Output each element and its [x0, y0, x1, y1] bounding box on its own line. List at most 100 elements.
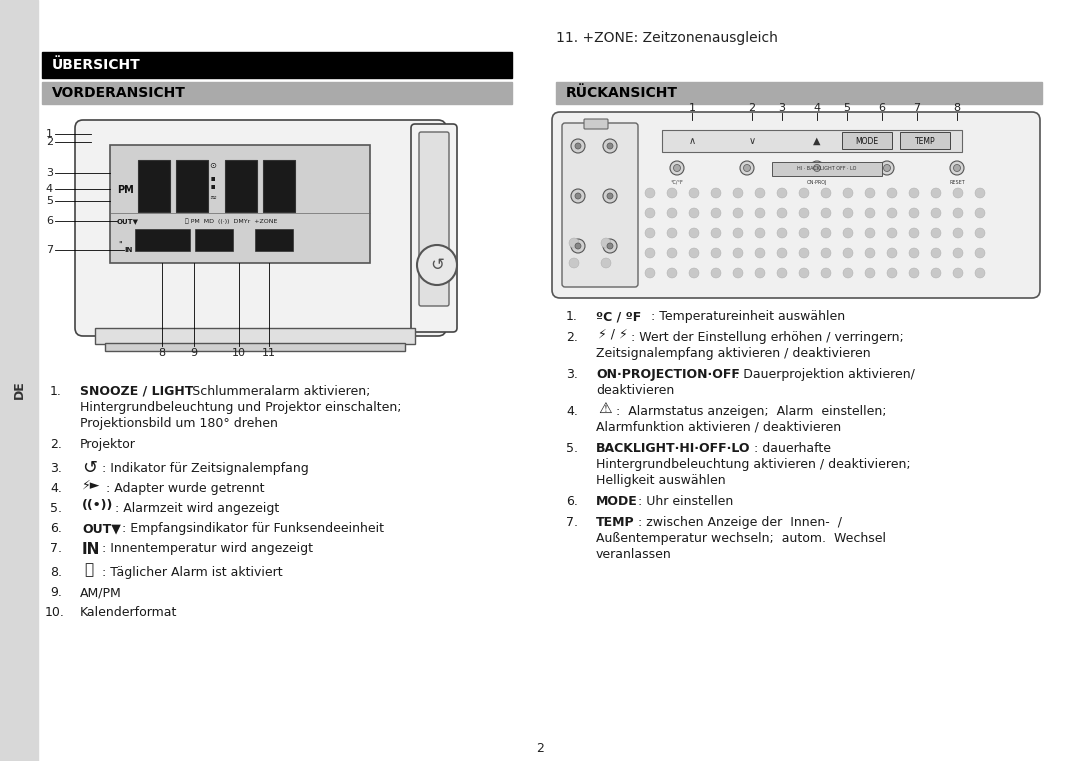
Circle shape	[975, 188, 985, 198]
Circle shape	[931, 268, 941, 278]
Circle shape	[603, 239, 617, 253]
Text: 10.: 10.	[45, 606, 65, 619]
Circle shape	[810, 161, 824, 175]
Text: 3.: 3.	[50, 462, 62, 475]
Text: RÜCKANSICHT: RÜCKANSICHT	[566, 86, 678, 100]
Bar	[0, 0, 38, 761]
Text: : Adapter wurde getrennt: : Adapter wurde getrennt	[106, 482, 265, 495]
Bar	[662, 130, 962, 152]
Circle shape	[600, 238, 611, 248]
Text: -188.8°: -188.8°	[146, 235, 178, 244]
Circle shape	[865, 248, 875, 258]
Circle shape	[733, 248, 743, 258]
Circle shape	[887, 248, 897, 258]
Text: ((•)): ((•))	[82, 498, 113, 511]
Text: 1.: 1.	[566, 310, 578, 323]
Circle shape	[821, 268, 831, 278]
Text: 1: 1	[689, 103, 696, 113]
Circle shape	[417, 245, 457, 285]
Text: SNOOZE / LIGHT: SNOOZE / LIGHT	[80, 385, 193, 398]
Circle shape	[975, 248, 985, 258]
Circle shape	[843, 268, 853, 278]
Circle shape	[865, 208, 875, 218]
Text: : Empfangsindikator für Funksendeeinheit: : Empfangsindikator für Funksendeeinheit	[122, 522, 384, 535]
Text: OUT▼: OUT▼	[82, 522, 121, 535]
Circle shape	[843, 188, 853, 198]
Circle shape	[865, 228, 875, 238]
Text: :  Schlummeralarm aktivieren;: : Schlummeralarm aktivieren;	[180, 385, 370, 398]
Text: 2: 2	[536, 741, 544, 754]
Circle shape	[755, 248, 765, 258]
Circle shape	[887, 208, 897, 218]
Circle shape	[689, 208, 699, 218]
Circle shape	[865, 188, 875, 198]
Text: 7.: 7.	[50, 542, 62, 555]
Text: 9: 9	[190, 348, 198, 358]
Circle shape	[931, 228, 941, 238]
Text: Alarmfunktion aktivieren / deaktivieren: Alarmfunktion aktivieren / deaktivieren	[596, 421, 841, 434]
Circle shape	[887, 228, 897, 238]
Text: 5.: 5.	[50, 502, 62, 515]
Bar	[264, 160, 295, 212]
Text: TEMP: TEMP	[596, 516, 635, 529]
Text: 2.: 2.	[566, 331, 578, 344]
Text: ⚡►: ⚡►	[82, 479, 100, 492]
Circle shape	[950, 161, 964, 175]
Text: : zwischen Anzeige der  Innen-  /: : zwischen Anzeige der Innen- /	[638, 516, 842, 529]
Circle shape	[711, 188, 721, 198]
Circle shape	[821, 228, 831, 238]
Circle shape	[909, 188, 919, 198]
Circle shape	[954, 164, 960, 171]
Text: Zeitsignalempfang aktivieren / deaktivieren: Zeitsignalempfang aktivieren / deaktivie…	[596, 347, 870, 360]
Circle shape	[645, 188, 654, 198]
Circle shape	[953, 268, 963, 278]
Text: ⚠: ⚠	[598, 400, 611, 416]
Bar	[176, 160, 208, 212]
Text: 2: 2	[748, 103, 756, 113]
Text: ": "	[118, 240, 122, 250]
Circle shape	[931, 208, 941, 218]
Bar	[42, 52, 512, 78]
Text: deaktivieren: deaktivieren	[596, 384, 674, 397]
Circle shape	[843, 228, 853, 238]
Text: 28:88: 28:88	[202, 235, 226, 244]
Circle shape	[953, 228, 963, 238]
Circle shape	[689, 188, 699, 198]
Circle shape	[667, 188, 677, 198]
Text: ⚡ / ⚡: ⚡ / ⚡	[598, 327, 627, 340]
Circle shape	[711, 228, 721, 238]
Text: °C/°F: °C/°F	[671, 180, 684, 185]
Text: 88: 88	[181, 177, 203, 195]
Text: 11: 11	[262, 348, 276, 358]
Text: Hintergrundbeleuchtung aktivieren / deaktivieren;: Hintergrundbeleuchtung aktivieren / deak…	[596, 458, 910, 471]
Text: 2.: 2.	[50, 438, 62, 451]
Text: 5: 5	[46, 196, 53, 206]
Circle shape	[571, 239, 585, 253]
Circle shape	[711, 268, 721, 278]
Text: HI · BACKLIGHT OFF · LO: HI · BACKLIGHT OFF · LO	[797, 167, 856, 171]
Circle shape	[733, 208, 743, 218]
Text: PM: PM	[117, 185, 134, 195]
Circle shape	[909, 228, 919, 238]
Circle shape	[645, 268, 654, 278]
Circle shape	[603, 189, 617, 203]
Bar	[135, 229, 190, 251]
Circle shape	[975, 208, 985, 218]
Circle shape	[799, 268, 809, 278]
Bar	[42, 82, 512, 104]
Circle shape	[743, 164, 751, 171]
Circle shape	[733, 228, 743, 238]
Circle shape	[777, 268, 787, 278]
Circle shape	[777, 208, 787, 218]
Circle shape	[607, 143, 613, 149]
Circle shape	[740, 161, 754, 175]
Text: : Temperatureinheit auswählen: : Temperatureinheit auswählen	[651, 310, 846, 323]
Text: 4: 4	[813, 103, 821, 113]
Circle shape	[571, 189, 585, 203]
Bar	[105, 343, 405, 351]
Text: IN: IN	[124, 247, 133, 253]
Text: : Täglicher Alarm ist aktiviert: : Täglicher Alarm ist aktiviert	[102, 566, 283, 579]
Text: 5: 5	[843, 103, 851, 113]
Text: 4: 4	[45, 184, 53, 194]
Circle shape	[755, 228, 765, 238]
